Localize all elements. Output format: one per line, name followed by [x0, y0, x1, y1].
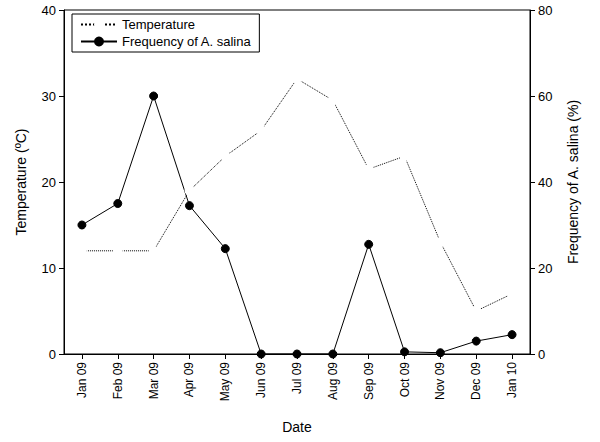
svg-text:Jan 10: Jan 10	[505, 362, 519, 398]
svg-text:Jan 09: Jan 09	[75, 362, 89, 398]
svg-text:30: 30	[42, 89, 56, 104]
svg-text:Nov 09: Nov 09	[433, 362, 447, 400]
svg-text:0: 0	[49, 347, 56, 362]
svg-text:Apr 09: Apr 09	[182, 362, 196, 398]
svg-text:Oct 09: Oct 09	[398, 362, 412, 398]
svg-text:Feb 09: Feb 09	[111, 362, 125, 400]
svg-text:Temperature: Temperature	[122, 17, 195, 32]
svg-text:40: 40	[538, 175, 552, 190]
svg-text:80: 80	[538, 3, 552, 18]
svg-text:20: 20	[42, 175, 56, 190]
svg-text:20: 20	[538, 261, 552, 276]
svg-text:Mar 09: Mar 09	[147, 362, 161, 400]
svg-text:Frequency of A. salina (%): Frequency of A. salina (%)	[565, 100, 581, 264]
svg-text:40: 40	[42, 3, 56, 18]
svg-text:Temperature (ºC): Temperature (ºC)	[13, 128, 29, 235]
svg-text:10: 10	[42, 261, 56, 276]
svg-text:Aug 09: Aug 09	[326, 362, 340, 400]
svg-text:60: 60	[538, 89, 552, 104]
svg-text:May 09: May 09	[218, 362, 232, 402]
svg-text:Jun 09: Jun 09	[254, 362, 268, 398]
svg-text:0: 0	[538, 347, 545, 362]
svg-text:Frequency of A. salina: Frequency of A. salina	[122, 34, 251, 49]
svg-text:Date: Date	[282, 419, 312, 435]
svg-text:Sep 09: Sep 09	[362, 362, 376, 400]
svg-text:Jul 09: Jul 09	[290, 362, 304, 394]
svg-text:Dec 09: Dec 09	[469, 362, 483, 400]
